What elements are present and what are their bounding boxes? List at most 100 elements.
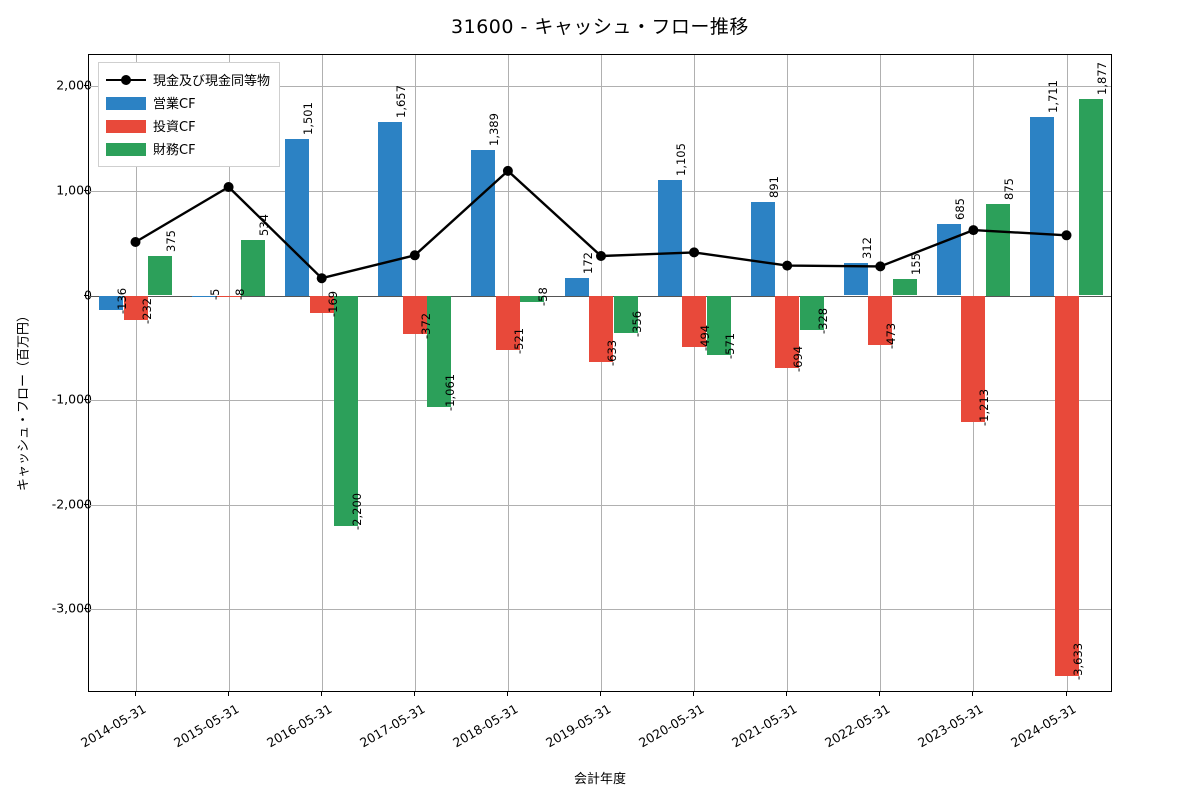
bar-inv-2014-05-31 (123, 295, 148, 320)
x-tick-label: 2018-05-31 (449, 701, 521, 751)
legend-item-label: 営業CF (153, 97, 196, 112)
x-tick-mark (600, 692, 601, 696)
y-tick-label: 1,000 (56, 182, 92, 198)
bar-op-2018-05-31 (471, 150, 496, 296)
bar-op-2021-05-31 (750, 202, 775, 296)
x-tick-label: 2020-05-31 (636, 701, 707, 751)
chart-title: 31600 - キャッシュ・フロー推移 (451, 16, 749, 38)
bar-value-label: -3,633 (1070, 642, 1085, 680)
legend-swatch-inv-icon (106, 119, 146, 133)
y-axis-label: キャッシュ・フロー（百万円） (16, 309, 32, 492)
bar-value-label: -328 (815, 307, 830, 334)
bar-fin-2019-05-31 (613, 295, 638, 333)
bar-value-label: 1,877 (1095, 62, 1109, 96)
x-tick-mark (134, 692, 136, 696)
legend-item-inv[interactable]: 投資CF (106, 114, 270, 137)
y-tick-mark (84, 294, 88, 296)
bar-fin-2023-05-31 (985, 204, 1010, 296)
bar-value-label: 1,105 (673, 143, 688, 176)
bar-value-label: 534 (257, 213, 272, 236)
y-tick-mark (84, 190, 88, 191)
bar-value-label: -8 (232, 288, 247, 301)
bar-op-2016-05-31 (285, 138, 310, 296)
legend-line-marker-icon (106, 72, 146, 88)
legend-item-line[interactable]: 現金及び現金同等物 (106, 68, 270, 91)
bar-value-label: -169 (325, 291, 340, 318)
bar-value-label: 1,711 (1046, 79, 1060, 113)
gridline-horizontal (89, 86, 1111, 88)
x-tick-label: 2017-05-31 (356, 701, 428, 751)
bar-value-label: 375 (164, 230, 178, 253)
bar-fin-2021-05-31 (799, 295, 824, 330)
plot-clip (89, 55, 1111, 691)
bar-inv-2021-05-31 (775, 295, 800, 369)
bar-value-label: 312 (859, 236, 874, 259)
x-tick-mark (320, 692, 322, 696)
bar-fin-2017-05-31 (427, 295, 452, 407)
bar-inv-2023-05-31 (961, 295, 986, 423)
gridline-vertical (787, 55, 789, 691)
bar-value-label: -5 (208, 288, 223, 301)
gridline-horizontal (89, 400, 1111, 402)
bar-inv-2020-05-31 (682, 295, 707, 348)
bar-inv-2024-05-31 (1054, 295, 1079, 676)
bar-value-label: -494 (698, 325, 713, 352)
bar-value-label: 1,389 (487, 113, 502, 147)
bar-value-label: 891 (766, 176, 781, 199)
bar-fin-2016-05-31 (334, 295, 359, 526)
bar-op-2023-05-31 (936, 223, 961, 296)
bar-fin-2020-05-31 (706, 295, 731, 356)
legend-item-op[interactable]: 営業CF (106, 91, 270, 114)
y-tick-label: 2,000 (56, 77, 92, 93)
bar-inv-2022-05-31 (868, 295, 893, 346)
gridline-vertical (135, 55, 137, 691)
x-tick-label: 2014-05-31 (77, 701, 149, 751)
gridline-horizontal (89, 504, 1111, 506)
bar-inv-2019-05-31 (589, 295, 613, 362)
bar-value-label: 1,501 (301, 101, 316, 135)
bar-value-label: -521 (511, 327, 526, 354)
x-tick-label: 2016-05-31 (263, 701, 335, 751)
x-tick-mark (693, 692, 695, 696)
bar-value-label: 172 (580, 251, 595, 274)
bar-value-label: -1,061 (443, 373, 458, 411)
bar-value-label: 1,657 (394, 85, 409, 119)
bar-fin-2022-05-31 (892, 279, 917, 296)
gridline-vertical (321, 55, 323, 691)
bar-value-label: -356 (629, 310, 644, 337)
bar-value-label: -372 (418, 312, 433, 339)
gridline-vertical (694, 55, 696, 691)
plot-area: -136 -5 1,501 1,657 1,389 172 1,105 891 312 685 1,… (88, 54, 1112, 692)
x-tick-mark (506, 692, 508, 696)
gridline-vertical (601, 55, 602, 691)
legend-item-fin[interactable]: 財務CF (106, 137, 270, 160)
y-tick-mark (84, 399, 88, 401)
gridline-horizontal (89, 191, 1111, 192)
bar-fin-2014-05-31 (148, 256, 172, 296)
bar-op-2019-05-31 (564, 277, 589, 296)
y-tick-label: -1,000 (51, 391, 92, 407)
y-tick-mark (84, 85, 88, 87)
gridline-vertical (507, 55, 509, 691)
bar-value-label: -694 (791, 345, 806, 373)
bar-value-label: 155 (908, 253, 923, 276)
y-tick-label: -3,000 (51, 600, 92, 616)
gridline-vertical (228, 55, 230, 691)
x-tick-label: 2023-05-31 (915, 701, 986, 751)
bar-value-label: 875 (1001, 178, 1016, 200)
bar-op-2022-05-31 (843, 262, 868, 296)
bar-inv-2016-05-31 (309, 295, 334, 314)
y-tick-mark (84, 608, 88, 610)
bar-value-label: -1,213 (977, 389, 992, 427)
y-tick-mark (84, 503, 88, 505)
x-tick-label: 2024-05-31 (1008, 701, 1079, 751)
gridline-vertical (880, 55, 882, 691)
x-tick-label: 2015-05-31 (170, 701, 242, 751)
x-tick-mark (786, 692, 788, 696)
x-tick-mark (227, 692, 229, 696)
legend-item-label: 現金及び現金同等物 (153, 74, 271, 89)
x-tick-mark (413, 692, 415, 696)
y-axis-label-wrap: キャッシュ・フロー（百万円） (17, 0, 40, 800)
chart-legend[interactable]: 現金及び現金同等物 営業CF 投資CF 財務CF (98, 62, 281, 167)
